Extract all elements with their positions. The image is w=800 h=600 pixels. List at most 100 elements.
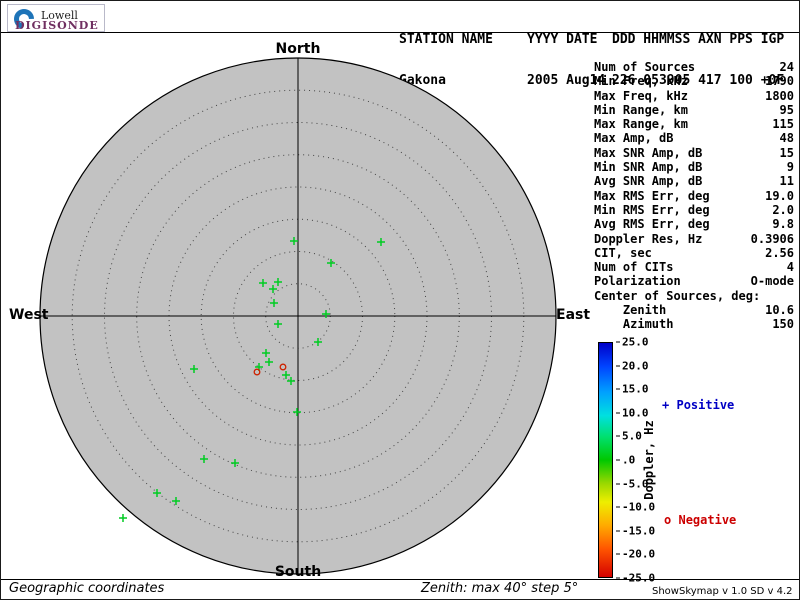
lowell-crescent-icon [14,9,34,29]
tick-label: 5.0 [622,429,642,443]
stat-row: Min SNR Amp, dB 9 [594,160,794,174]
stat-label: Max Freq, kHz [594,88,688,103]
stat-value: 115 [772,117,794,132]
colorbar-ticks: 25.0 20.0 15.0 10.0 5.0 .0 -5.0 -10.0 -15.0 -20.0… [616,336,656,585]
colorbar-tick: 25.0 [616,336,649,349]
stat-label: Max Amp, dB [594,131,674,146]
source-point-positive [377,238,385,246]
source-point-positive [287,377,295,385]
stat-row: Num of CITs 4 [594,260,794,274]
source-point-positive [282,371,290,379]
tick-mark-icon [616,530,620,532]
colorbar-tick: -5.0 [616,477,649,490]
source-points [119,237,385,522]
coordinates-mode-label: Geographic coordinates [9,581,165,596]
stat-row: Max RMS Err, deg 19.0 [594,189,794,203]
stat-row: Num of Sources 24 [594,60,794,74]
stat-row: Avg SNR Amp, dB 11 [594,174,794,188]
source-point-positive [274,278,282,286]
compass-south-label: South [274,564,322,580]
stat-row: Min Range, km 95 [594,103,794,117]
tick-label: -15.0 [622,524,656,538]
meta-label: DDD HHMMSS AXN PPS IGP [612,32,785,47]
colorbar-tick: 5.0 [616,430,642,443]
source-point-positive [269,285,277,293]
tick-label: .0 [622,453,636,467]
stat-row: Max Freq, kHz 1800 [594,89,794,103]
stat-label: Min Range, km [594,102,688,117]
compass-north-label: North [275,41,321,57]
source-point-positive [231,459,239,467]
stat-label: Azimuth [594,317,674,332]
stats-panel: Num of Sources 24 Min Freq, kHz 1790 Max Fre… [594,60,794,332]
stat-row: Center of Sources, deg: [594,289,794,303]
header-divider [1,32,799,33]
station-name-label: STATION NAME [399,32,493,47]
tick-label: 10.0 [622,406,649,420]
stat-label: Zenith [594,303,667,318]
source-point-positive [290,237,298,245]
tick-mark-icon [616,412,620,414]
stat-label: Num of Sources [594,60,696,74]
stat-value: 48 [779,131,794,146]
source-point-positive [265,358,273,366]
stat-row: Min Freq, kHz 1790 [594,74,794,88]
stat-row: Azimuth 150 [594,317,794,331]
footer-divider [1,579,799,580]
stat-value: 2.0 [772,202,794,217]
stat-value: 1800 [765,88,794,103]
source-point-positive [153,489,161,497]
tick-mark-icon [616,506,620,508]
colorbar-tick: -20.0 [616,548,655,561]
stat-value: 95 [779,102,794,117]
stat-label: Min RMS Err, deg [594,202,710,217]
tick-mark-icon [616,577,620,579]
tick-label: -25.0 [622,571,656,585]
source-point-positive [314,338,322,346]
stat-label: Avg SNR Amp, dB [594,174,703,189]
stat-label: Num of CITs [594,260,674,275]
colorbar-tick: 15.0 [616,383,649,396]
stat-value: 10.6 [765,303,794,318]
stat-label: Max Range, km [594,117,688,132]
skymap-plot [39,57,557,575]
source-point-positive [190,365,198,373]
stat-label: Max RMS Err, deg [594,188,710,203]
legend-positive: + Positive [662,398,734,412]
tick-mark-icon [616,459,620,461]
colorbar-tick: 20.0 [616,359,649,372]
source-point-negative [253,368,261,376]
colorbar-tick: -10.0 [616,501,655,514]
circle-icon: o [664,513,672,527]
stat-value: 150 [772,317,794,332]
legend-negative-label: Negative [678,513,737,527]
colorbar-axis-label: Doppler, Hz [642,420,656,500]
lowell-digisonde-logo: Lowell DIGISONDE [7,4,105,32]
stat-value: 0.3906 [750,231,794,246]
tick-mark-icon [616,365,620,367]
tick-label: -20.0 [622,547,656,561]
stat-value: 4 [786,260,794,275]
stat-value: O-mode [750,274,794,289]
tick-label: 25.0 [622,335,649,349]
stat-row: Avg RMS Err, deg 9.8 [594,217,794,231]
stat-row: Max Amp, dB 48 [594,131,794,145]
stat-row: Max SNR Amp, dB 15 [594,146,794,160]
stat-row: Doppler Res, Hz 0.3906 [594,232,794,246]
tick-mark-icon [616,341,620,343]
tick-label: -5.0 [622,477,649,491]
source-point-positive [293,408,301,416]
compass-west-label: West [9,307,49,323]
compass-east-label: East [556,307,591,323]
stat-value: 19.0 [765,188,794,203]
plus-icon: + [662,398,670,412]
tick-mark-icon [616,553,620,555]
date-value: 2005 Aug14 [527,73,606,88]
stat-label: Max SNR Amp, dB [594,145,703,160]
source-point-positive [119,514,127,522]
stat-label: Avg RMS Err, deg [594,217,710,232]
colorbar-tick: -15.0 [616,524,655,537]
stat-label: Center of Sources, deg: [594,288,761,303]
colorbar-tick: -25.0 [616,572,655,585]
stat-value: 2.56 [765,245,794,260]
